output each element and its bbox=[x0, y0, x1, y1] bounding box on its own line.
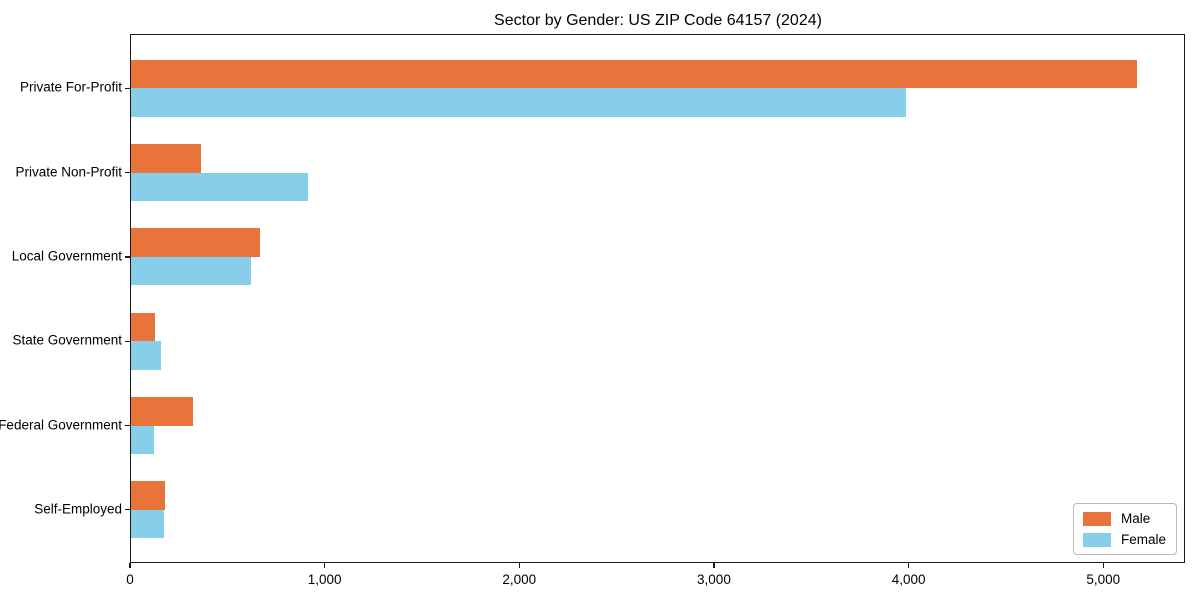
bar-female-3 bbox=[131, 341, 162, 370]
bar-female-1 bbox=[131, 172, 309, 202]
y-tick-mark-1 bbox=[125, 171, 130, 174]
y-tick-mark-2 bbox=[125, 256, 130, 258]
x-tick-label-3: 3,000 bbox=[697, 572, 731, 587]
x-tick-label-2: 2,000 bbox=[502, 572, 537, 587]
bar-female-0 bbox=[131, 88, 906, 117]
plot-area: Male Female bbox=[125, 34, 1185, 563]
x-tick-mark-3 bbox=[713, 563, 715, 568]
x-tick-label-0: 0 bbox=[126, 572, 134, 587]
y-tick-label-2: Local Government bbox=[11, 248, 122, 264]
x-tick-label-5: 5,000 bbox=[1086, 572, 1121, 587]
bar-male-4 bbox=[131, 397, 194, 426]
bar-female-4 bbox=[131, 425, 155, 454]
bar-male-2 bbox=[131, 228, 261, 257]
y-tick-label-4: Federal Government bbox=[0, 417, 122, 432]
legend-entry-female: Female bbox=[1082, 532, 1166, 547]
x-tick-label-4: 4,000 bbox=[891, 572, 926, 587]
chart-title: Sector by Gender: US ZIP Code 64157 (202… bbox=[494, 12, 822, 29]
y-tick-label-0: Private For-Profit bbox=[19, 79, 122, 95]
x-tick-mark-2 bbox=[518, 563, 520, 568]
female-swatch-icon bbox=[1082, 532, 1111, 547]
y-tick-label-1: Private Non-Profit bbox=[15, 164, 122, 180]
bar-male-0 bbox=[131, 59, 1138, 89]
y-tick-label-5: Self-Employed bbox=[34, 501, 122, 517]
male-swatch-icon bbox=[1082, 511, 1111, 526]
legend-label-male: Male bbox=[1120, 511, 1151, 526]
y-tick-mark-3 bbox=[125, 340, 130, 342]
x-tick-mark-1 bbox=[323, 563, 326, 568]
x-tick-mark-4 bbox=[907, 563, 910, 568]
bar-male-5 bbox=[131, 481, 166, 510]
y-tick-mark-5 bbox=[125, 509, 130, 511]
legend-entry-male: Male bbox=[1082, 511, 1166, 526]
legend: Male Female bbox=[1072, 503, 1177, 555]
legend-label-female: Female bbox=[1120, 532, 1166, 547]
x-tick-mark-0 bbox=[129, 563, 131, 568]
y-tick-mark-0 bbox=[125, 87, 130, 89]
bar-male-3 bbox=[131, 312, 156, 342]
y-tick-label-3: State Government bbox=[12, 332, 122, 348]
x-tick-mark-5 bbox=[1102, 563, 1104, 568]
x-tick-label-1: 1,000 bbox=[307, 572, 342, 587]
bar-female-2 bbox=[131, 256, 251, 286]
bar-male-1 bbox=[131, 144, 202, 173]
bar-female-5 bbox=[131, 509, 165, 539]
y-tick-mark-4 bbox=[125, 424, 130, 427]
